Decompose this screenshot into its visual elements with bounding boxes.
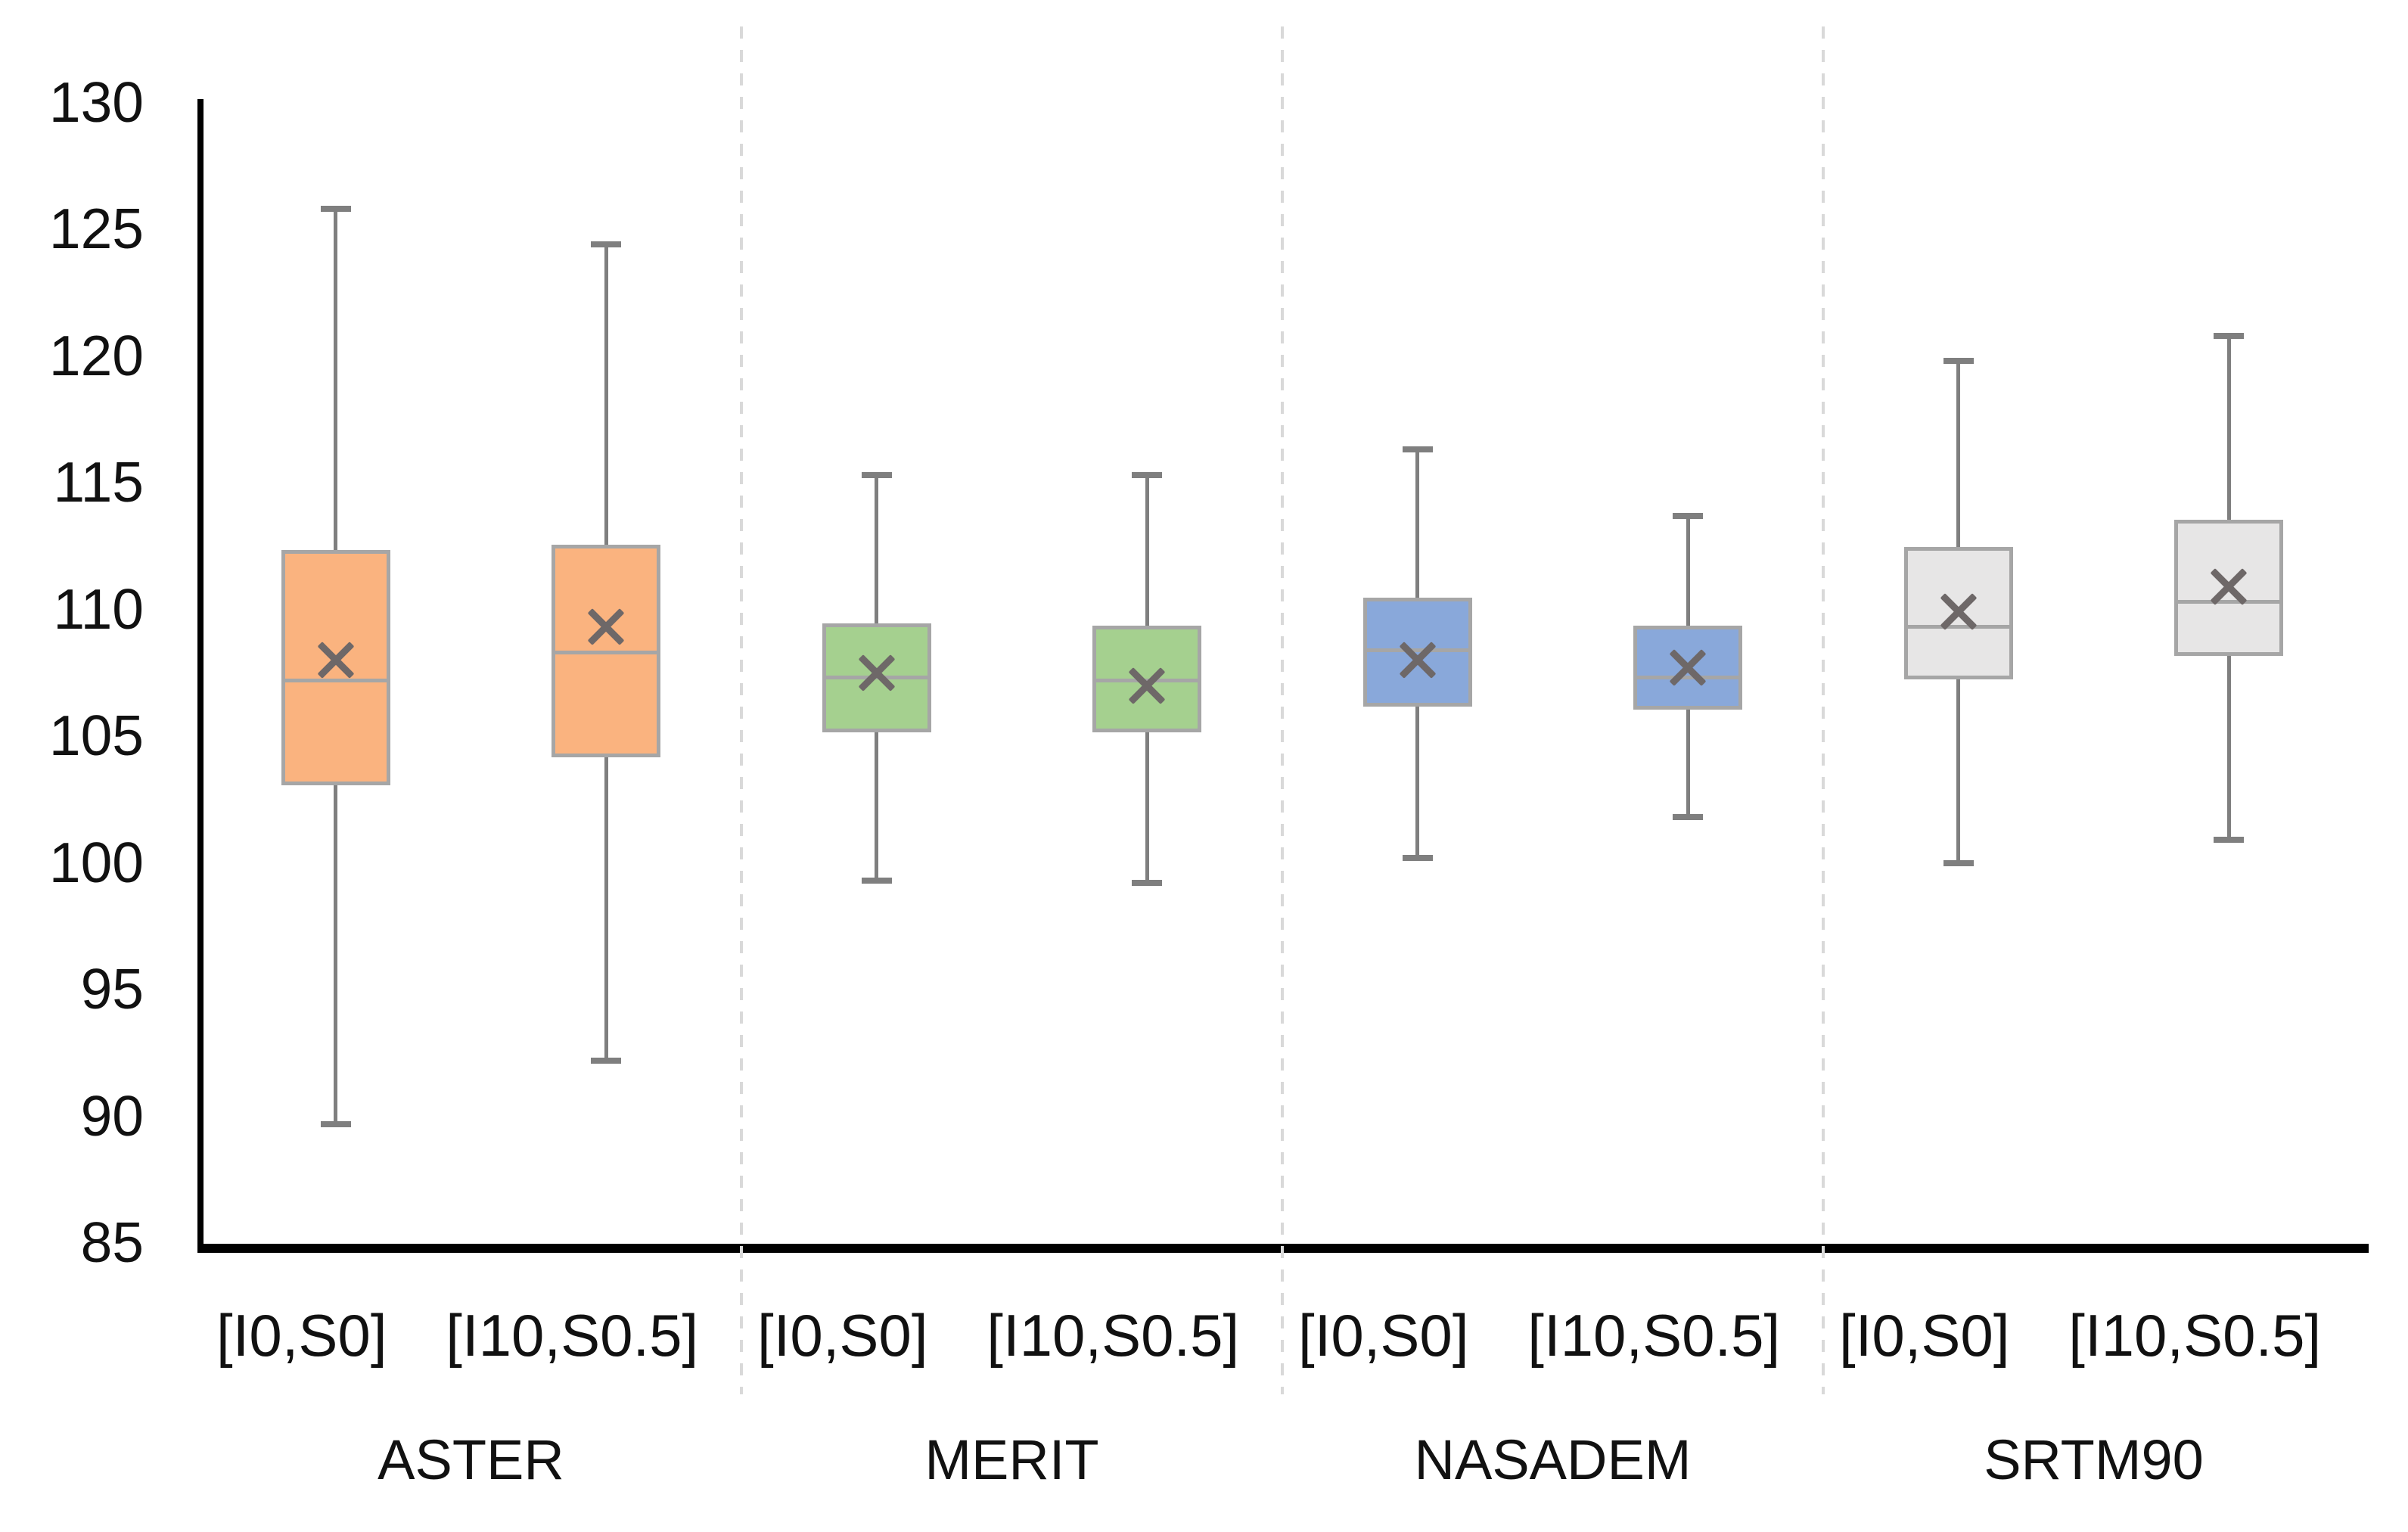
group-label: NASADEM [1414,1428,1692,1491]
whisker-cap-top [591,241,622,248]
x-tick-label: [I10,S0.5] [987,1302,1240,1369]
x-tick-label: [I10,S0.5] [1527,1302,1781,1369]
mean-marker [587,608,625,646]
y-tick-label: 110 [53,576,144,641]
whisker-cap-bottom [591,1057,622,1064]
mean-marker [2210,567,2248,605]
median-line [1637,676,1739,680]
mean-marker [858,654,896,691]
whisker-cap-top [861,471,892,478]
x-tick-label: [I10,S0.5] [446,1302,699,1369]
whisker-cap-bottom [320,1120,351,1127]
whisker-cap-top [1673,512,1704,519]
x-tick-label: [I0,S0] [216,1302,387,1369]
y-tick-label: 95 [80,957,144,1021]
y-tick-label: 120 [48,323,144,387]
box [1362,598,1472,707]
median-line [2178,599,2280,604]
x-tick-label: [I0,S0] [757,1302,928,1369]
mean-marker [1128,667,1166,704]
whisker-cap-bottom [861,877,892,884]
x-tick-label: [I0,S0] [1298,1302,1469,1369]
median-line [1366,648,1468,652]
group-label: SRTM90 [1984,1428,2204,1491]
mean-marker [1399,642,1437,679]
group-label: MERIT [924,1428,1099,1491]
whisker-cap-bottom [1943,859,1974,866]
mean-marker [317,642,355,679]
whisker-cap-bottom [2214,837,2245,844]
whisker-cap-top [1943,358,1974,365]
whisker-cap-top [320,206,351,213]
group-label: ASTER [378,1428,564,1491]
mean-marker [1669,649,1707,686]
x-tick-label: [I10,S0.5] [2068,1302,2322,1369]
y-tick-label: 115 [53,450,144,514]
y-tick-label: 85 [80,1210,144,1274]
whisker-cap-bottom [1132,880,1163,887]
group-separator-line [740,26,743,1394]
whisker-cap-top [2214,332,2245,339]
y-tick-label: 130 [48,70,144,134]
whisker-cap-top [1402,446,1433,453]
mean-marker [1940,593,1978,631]
median-line [555,650,657,654]
group-separator-line [1281,26,1284,1394]
whisker-cap-bottom [1673,814,1704,821]
y-tick-label: 90 [80,1083,144,1148]
y-tick-label: 125 [48,197,144,260]
whisker-cap-bottom [1402,854,1433,861]
y-tick-label: 105 [48,704,144,767]
median-line [284,678,387,682]
group-separator-line [1822,26,1825,1394]
whisker-cap-top [1132,471,1163,478]
y-axis-line [197,99,204,1250]
x-tick-label: [I0,S0] [1839,1302,2010,1369]
box [281,549,390,786]
y-tick-label: 100 [48,830,144,894]
median-line [1907,625,2009,629]
